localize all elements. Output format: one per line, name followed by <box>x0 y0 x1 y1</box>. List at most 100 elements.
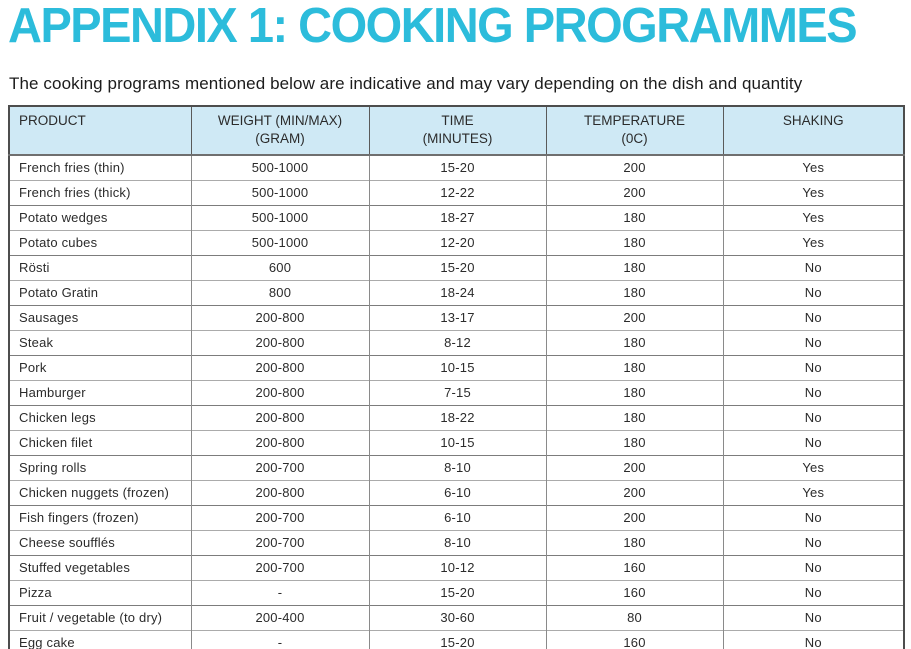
temperature-cell: 200 <box>545 505 723 531</box>
table-row: Potato wedges 500-1000 18-27 180 Yes <box>9 205 904 231</box>
weight-cell: - <box>190 580 369 606</box>
weight-cell: 200-700 <box>190 505 369 531</box>
table-row: Stuffed vegetables 200-700 10-12 160 No <box>9 555 904 581</box>
product-cell: French fries (thick) <box>19 185 131 201</box>
product-cell: Potato cubes <box>19 235 98 251</box>
product-cell: Sausages <box>19 310 79 326</box>
weight-cell: 200-700 <box>190 530 369 556</box>
column-header-label: TEMPERATURE <box>583 113 685 128</box>
shaking-cell: Yes <box>722 154 904 181</box>
time-cell: 13-17 <box>368 305 546 331</box>
temperature-cell: 200 <box>545 480 723 506</box>
weight-cell: 200-800 <box>190 405 369 431</box>
time-cell: 12-20 <box>368 230 546 256</box>
column-header-label: SHAKING <box>782 113 844 128</box>
shaking-cell: Yes <box>722 480 904 506</box>
time-cell: 7-15 <box>368 380 546 406</box>
shaking-cell: No <box>722 405 904 431</box>
table-row: Hamburger 200-800 7-15 180 No <box>9 380 904 406</box>
table-row: Chicken filet 200-800 10-15 180 No <box>9 430 904 456</box>
shaking-cell: No <box>722 330 904 356</box>
temperature-cell: 80 <box>545 605 723 631</box>
table-row: Pork 200-800 10-15 180 No <box>9 355 904 381</box>
temperature-cell: 180 <box>545 280 723 306</box>
time-cell: 18-27 <box>368 205 546 231</box>
time-cell: 8-10 <box>368 455 546 481</box>
shaking-cell: Yes <box>722 455 904 481</box>
shaking-cell: No <box>722 555 904 581</box>
weight-cell: 500-1000 <box>190 230 369 256</box>
weight-cell: 200-700 <box>190 555 369 581</box>
weight-cell: 200-800 <box>190 355 369 381</box>
weight-cell: 600 <box>190 255 369 281</box>
table-row: Potato cubes 500-1000 12-20 180 Yes <box>9 230 904 256</box>
temperature-cell: 180 <box>545 255 723 281</box>
weight-cell: 800 <box>190 280 369 306</box>
table-body: French fries (thin) 500-1000 15-20 200 Yes Fr… <box>9 154 904 649</box>
shaking-cell: No <box>722 255 904 281</box>
weight-cell: 500-1000 <box>190 205 369 231</box>
time-cell: 6-10 <box>368 480 546 506</box>
table-row: French fries (thin) 500-1000 15-20 200 Yes <box>9 154 904 181</box>
product-cell: Potato Gratin <box>19 285 99 301</box>
weight-cell: 500-1000 <box>190 154 369 181</box>
time-cell: 15-20 <box>368 630 546 649</box>
temperature-cell: 160 <box>545 555 723 581</box>
column-header-product: PRODUCT <box>9 106 191 156</box>
product-cell: Potato wedges <box>19 210 108 226</box>
shaking-cell: Yes <box>722 180 904 206</box>
time-cell: 15-20 <box>368 580 546 606</box>
column-header-weight: WEIGHT (MIN/MAX) (GRAM) <box>190 106 369 156</box>
weight-cell: 200-800 <box>190 480 369 506</box>
product-cell: Chicken filet <box>19 435 93 451</box>
temperature-cell: 160 <box>545 630 723 649</box>
column-header-sublabel: (0C) <box>621 130 648 146</box>
shaking-cell: No <box>722 580 904 606</box>
table-row: Pizza -15-20 160 No <box>9 580 904 606</box>
column-header-label: PRODUCT <box>19 113 86 128</box>
weight-cell: 200-800 <box>190 305 369 331</box>
temperature-cell: 180 <box>545 405 723 431</box>
page-title: APPENDIX 1: COOKING PROGRAMMES <box>8 0 858 53</box>
weight-cell: 200-800 <box>190 430 369 456</box>
temperature-cell: 180 <box>545 530 723 556</box>
table-row: Potato Gratin 800 18-24 180 No <box>9 280 904 306</box>
table-row: Fish fingers (frozen) 200-700 6-10 200 No <box>9 505 904 531</box>
product-cell: Cheese soufflés <box>19 535 115 551</box>
product-cell: Rösti <box>19 260 50 276</box>
table-row: Steak 200-800 8-12 180 No <box>9 330 904 356</box>
time-cell: 30-60 <box>368 605 546 631</box>
weight-cell: 200-400 <box>190 605 369 631</box>
product-cell: Chicken nuggets (frozen) <box>19 485 170 501</box>
time-cell: 10-15 <box>368 430 546 456</box>
shaking-cell: No <box>722 355 904 381</box>
product-cell: Hamburger <box>19 385 86 401</box>
column-header-time: TIME (MINUTES) <box>368 106 546 156</box>
table-row: French fries (thick) 500-1000 12-22 200 Yes <box>9 180 904 206</box>
temperature-cell: 180 <box>545 330 723 356</box>
column-header-label: WEIGHT (MIN/MAX) <box>217 113 343 128</box>
time-cell: 10-15 <box>368 355 546 381</box>
time-cell: 18-22 <box>368 405 546 431</box>
time-cell: 6-10 <box>368 505 546 531</box>
shaking-cell: No <box>722 380 904 406</box>
weight-cell: 200-700 <box>190 455 369 481</box>
product-cell: Pizza <box>19 585 52 601</box>
product-cell: Egg cake <box>19 635 75 649</box>
table-row: Rösti 600 15-20 180 No <box>9 255 904 281</box>
time-cell: 10-12 <box>368 555 546 581</box>
table-row: Cheese soufflés 200-700 8-10 180 No <box>9 530 904 556</box>
time-cell: 8-12 <box>368 330 546 356</box>
temperature-cell: 160 <box>545 580 723 606</box>
column-header-shaking: SHAKING <box>722 106 904 156</box>
product-cell: Fish fingers (frozen) <box>19 510 139 526</box>
weight-cell: 200-800 <box>190 380 369 406</box>
product-cell: Stuffed vegetables <box>19 560 131 576</box>
product-cell: French fries (thin) <box>19 160 125 176</box>
product-cell: Pork <box>19 360 47 376</box>
weight-cell: 500-1000 <box>190 180 369 206</box>
table-row: Egg cake -15-20 160 No <box>9 630 904 649</box>
product-cell: Chicken legs <box>19 410 96 426</box>
temperature-cell: 180 <box>545 380 723 406</box>
